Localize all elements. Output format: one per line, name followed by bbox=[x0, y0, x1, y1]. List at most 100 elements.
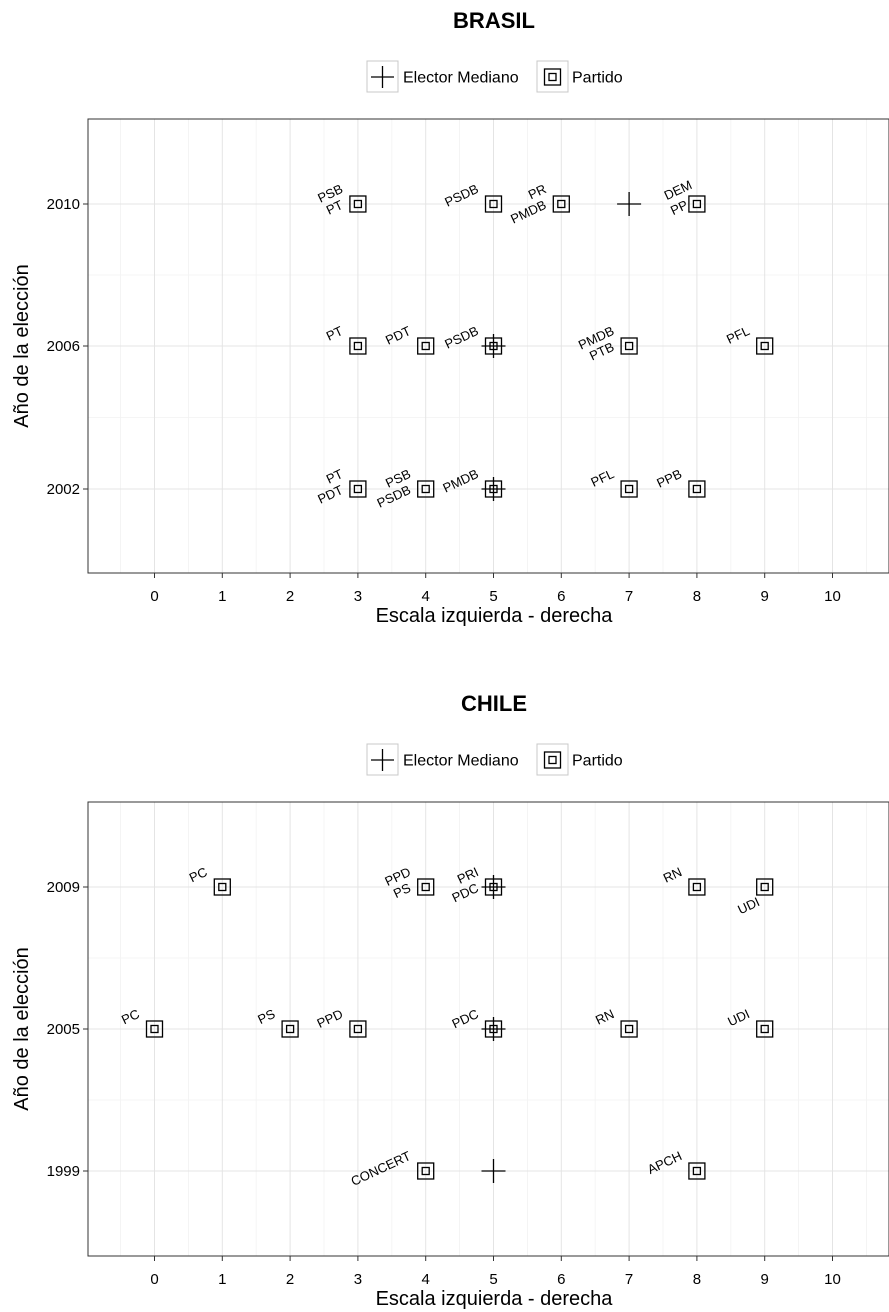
party-marker-outer bbox=[688, 480, 706, 498]
party-marker-inner bbox=[760, 341, 769, 351]
party-marker-inner bbox=[421, 1166, 430, 1176]
x-axis-title: Escala izquierda - derecha bbox=[376, 1288, 614, 1310]
party-marker-inner bbox=[353, 484, 363, 494]
x-tick-label: 1 bbox=[218, 588, 226, 605]
y-axis-title: Año de la elección bbox=[11, 264, 33, 427]
x-tick-label: 7 bbox=[625, 588, 633, 605]
legend: Elector Mediano Partido bbox=[366, 60, 623, 93]
party-marker-inner bbox=[760, 882, 769, 892]
legend-label-party: Partido bbox=[572, 70, 623, 87]
party-marker-outer bbox=[349, 337, 367, 355]
party-marker-inner bbox=[557, 199, 566, 209]
legend-label-median: Elector Mediano bbox=[403, 70, 519, 87]
party-marker-outer bbox=[349, 195, 367, 213]
party-marker-outer bbox=[281, 1020, 299, 1038]
x-tick-label: 0 bbox=[150, 1271, 158, 1288]
legend-label-party: Partido bbox=[572, 753, 623, 770]
party-marker-inner bbox=[421, 341, 430, 351]
party-marker-outer bbox=[417, 337, 435, 355]
party-marker-outer bbox=[688, 1162, 706, 1180]
y-tick-label: 2006 bbox=[47, 338, 80, 355]
party-marker-outer bbox=[688, 195, 706, 213]
x-tick-label: 5 bbox=[489, 588, 497, 605]
y-tick-label: 2002 bbox=[47, 481, 80, 498]
chart-title: CHILE bbox=[461, 691, 527, 716]
x-tick-label: 6 bbox=[557, 588, 565, 605]
x-tick-label: 2 bbox=[286, 1271, 294, 1288]
party-marker-inner bbox=[692, 1166, 702, 1176]
party-marker-outer bbox=[417, 1162, 435, 1180]
party-marker-outer bbox=[756, 878, 774, 896]
x-tick-label: 4 bbox=[422, 588, 430, 605]
party-label: RN bbox=[661, 864, 684, 886]
party-marker-inner bbox=[218, 882, 227, 892]
legend-party-square-inner bbox=[548, 755, 557, 765]
party-marker-outer bbox=[756, 337, 774, 355]
party-label: PT bbox=[324, 466, 345, 487]
y-axis-title: Año de la elección bbox=[11, 947, 33, 1110]
party-marker-outer bbox=[349, 1020, 367, 1038]
party-label: PP bbox=[668, 197, 690, 218]
party-marker-inner bbox=[489, 199, 498, 209]
x-tick-label: 0 bbox=[150, 588, 158, 605]
party-marker-outer bbox=[349, 480, 367, 498]
legend-label-median: Elector Mediano bbox=[403, 753, 519, 770]
party-marker-outer bbox=[417, 480, 435, 498]
party-marker-outer bbox=[417, 878, 435, 896]
party-label: PT bbox=[324, 323, 345, 344]
legend-party-square-inner bbox=[548, 72, 557, 82]
party-marker-inner bbox=[421, 484, 430, 494]
legend-party-square-outer bbox=[543, 751, 562, 769]
party-marker-outer bbox=[145, 1020, 164, 1038]
x-tick-label: 2 bbox=[286, 588, 294, 605]
party-marker-inner bbox=[760, 1024, 769, 1034]
party-marker-inner bbox=[692, 199, 702, 209]
x-tick-label: 6 bbox=[557, 1271, 565, 1288]
y-tick-label: 2010 bbox=[47, 196, 80, 213]
x-tick-label: 3 bbox=[354, 1271, 362, 1288]
x-tick-label: 10 bbox=[824, 1271, 841, 1288]
party-marker-outer bbox=[484, 195, 503, 213]
party-marker-inner bbox=[150, 1024, 159, 1034]
party-label: PR bbox=[526, 181, 549, 202]
party-marker-outer bbox=[620, 337, 638, 355]
x-tick-label: 9 bbox=[761, 588, 769, 605]
x-tick-label: 10 bbox=[824, 588, 841, 605]
party-marker-outer bbox=[620, 1020, 638, 1038]
party-marker-outer bbox=[213, 878, 231, 896]
party-marker-inner bbox=[692, 882, 702, 892]
party-marker-outer bbox=[688, 878, 706, 896]
x-tick-label: 8 bbox=[693, 1271, 701, 1288]
x-axis-title: Escala izquierda - derecha bbox=[376, 605, 614, 627]
party-label: PS bbox=[255, 1006, 277, 1027]
x-tick-label: 8 bbox=[693, 588, 701, 605]
party-label: RN bbox=[593, 1006, 616, 1028]
party-marker-inner bbox=[353, 1024, 363, 1034]
party-label: PC bbox=[187, 864, 210, 885]
y-tick-label: 2005 bbox=[47, 1021, 80, 1038]
x-tick-label: 9 bbox=[761, 1271, 769, 1288]
party-marker-inner bbox=[353, 199, 363, 209]
party-marker-inner bbox=[624, 1024, 634, 1034]
legend-key-party-box bbox=[536, 743, 569, 776]
x-tick-label: 3 bbox=[354, 588, 362, 605]
legend: Elector Mediano Partido bbox=[366, 743, 623, 776]
party-label: PT bbox=[324, 197, 345, 218]
chart-title: BRASIL bbox=[453, 8, 535, 33]
x-tick-label: 4 bbox=[422, 1271, 430, 1288]
x-tick-label: 7 bbox=[625, 1271, 633, 1288]
party-marker-inner bbox=[692, 484, 702, 494]
party-marker-outer bbox=[552, 195, 570, 213]
party-label: PS bbox=[391, 880, 413, 901]
x-tick-label: 5 bbox=[489, 1271, 497, 1288]
panel-chile: CHILE Elector Mediano Partido 0 1 2 3 4 5 6 7 8 9 10 1… bbox=[11, 691, 889, 1310]
party-marker-inner bbox=[624, 341, 634, 351]
party-label: PC bbox=[119, 1006, 142, 1027]
party-marker-inner bbox=[285, 1024, 295, 1034]
y-tick-label: 2009 bbox=[47, 879, 80, 896]
party-marker-inner bbox=[353, 341, 363, 351]
x-tick-label: 1 bbox=[218, 1271, 226, 1288]
party-marker-outer bbox=[756, 1020, 774, 1038]
